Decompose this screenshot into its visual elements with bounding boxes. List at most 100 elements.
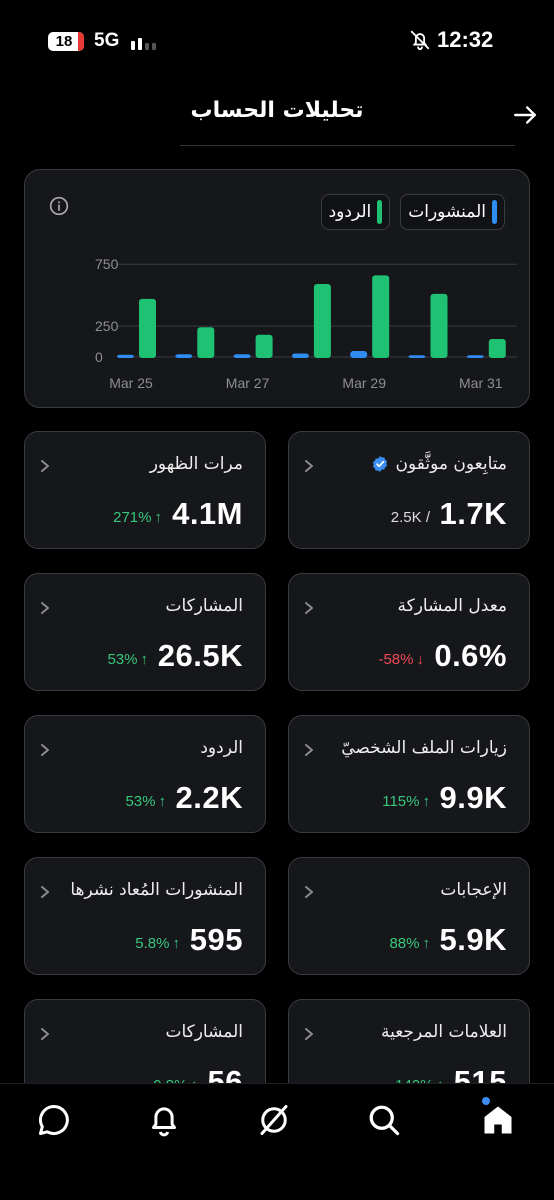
metric-title-text: زيارات الملف الشخصيّ bbox=[341, 738, 507, 758]
metric-card[interactable]: الردود 2.2K 53% ↑ bbox=[24, 715, 266, 833]
metric-change-arrow: ↑ bbox=[422, 793, 431, 810]
metric-change: -58% ↓ bbox=[378, 651, 424, 668]
metric-card[interactable]: مرات الظهور 4.1M 271% ↑ bbox=[24, 431, 266, 549]
bottom-nav bbox=[0, 1083, 554, 1200]
metric-change-arrow: ↓ bbox=[416, 651, 425, 668]
legend-posts[interactable]: المنشورات bbox=[400, 194, 505, 230]
metric-title: الردود bbox=[200, 738, 243, 758]
metric-title-text: المشاركات bbox=[165, 1022, 243, 1042]
metric-change: 88% ↑ bbox=[389, 935, 430, 952]
chart-card: المنشورات الردود 0 250 750 Mar 25 Mar 27 Mar … bbox=[24, 169, 530, 408]
metric-card[interactable]: معدل المشاركة 0.6% -58% ↓ bbox=[288, 573, 530, 691]
x-tick-label: Mar 25 bbox=[109, 375, 153, 391]
chevron-left-icon bbox=[41, 886, 49, 898]
bar-replies bbox=[372, 275, 390, 358]
chevron-left-icon bbox=[41, 1028, 49, 1040]
metric-value: 0.6% bbox=[434, 638, 507, 673]
metric-change: 5.8% ↑ bbox=[135, 935, 180, 952]
grok-icon[interactable] bbox=[256, 1102, 292, 1138]
metric-title-text: المشاركات bbox=[165, 596, 243, 616]
metric-change-text: 271% bbox=[113, 509, 152, 526]
x-tick-label: Mar 31 bbox=[459, 375, 503, 391]
bar-posts bbox=[350, 351, 368, 358]
chevron-left-icon bbox=[305, 602, 313, 614]
metric-title: الإعجابات bbox=[440, 880, 507, 900]
battery-icon: 18 bbox=[48, 32, 84, 51]
metric-change-arrow: ↑ bbox=[154, 509, 163, 526]
metric-card[interactable]: المنشورات المُعاد نشرها 595 5.8% ↑ bbox=[24, 857, 266, 975]
bar-replies bbox=[488, 339, 506, 358]
legend-label-posts: المنشورات bbox=[408, 202, 486, 222]
chevron-left-icon bbox=[305, 460, 313, 472]
metric-title-text: المنشورات المُعاد نشرها bbox=[70, 880, 243, 900]
home-icon[interactable] bbox=[480, 1102, 516, 1138]
bar-posts bbox=[291, 353, 309, 358]
metric-change-text: 2.5K / bbox=[390, 509, 430, 526]
metric-change: 271% ↑ bbox=[113, 509, 162, 526]
bar-replies bbox=[430, 293, 448, 358]
bell-icon[interactable] bbox=[146, 1102, 182, 1138]
metric-change-arrow: ↑ bbox=[158, 793, 167, 810]
bar-posts bbox=[408, 355, 426, 358]
bar-replies bbox=[255, 334, 273, 358]
search-icon[interactable] bbox=[366, 1102, 402, 1138]
metric-change-arrow: ↑ bbox=[172, 935, 181, 952]
bar-replies bbox=[313, 283, 331, 358]
metric-title-text: الإعجابات bbox=[440, 880, 507, 900]
metric-title: المنشورات المُعاد نشرها bbox=[70, 880, 243, 900]
metric-change-text: -58% bbox=[378, 651, 414, 668]
bar-chart: 0 250 750 Mar 25 Mar 27 Mar 29 Mar 31 bbox=[95, 256, 517, 391]
metric-value: 4.1M bbox=[172, 496, 243, 531]
metric-change: 53% ↑ bbox=[107, 651, 148, 668]
bar-posts bbox=[233, 354, 251, 358]
chevron-left-icon bbox=[41, 460, 49, 472]
network-label: 5G bbox=[94, 30, 120, 51]
metric-title: زيارات الملف الشخصيّ bbox=[341, 738, 507, 758]
chart-legend: المنشورات الردود bbox=[320, 194, 505, 230]
bar-replies bbox=[139, 298, 156, 358]
back-arrow-icon[interactable] bbox=[512, 102, 538, 128]
x-tick-label: Mar 29 bbox=[342, 375, 386, 391]
metric-change-arrow: ↑ bbox=[422, 935, 431, 952]
legend-label-replies: الردود bbox=[328, 202, 372, 222]
metric-title-text: مرات الظهور bbox=[149, 454, 243, 474]
metric-title: معدل المشاركة bbox=[398, 596, 507, 616]
metric-card[interactable]: متابِعون موثَّقون 1.7K 2.5K / bbox=[288, 431, 530, 549]
metric-value: 26.5K bbox=[157, 638, 243, 673]
info-icon[interactable] bbox=[49, 196, 69, 216]
metric-change-text: 115% bbox=[382, 793, 420, 810]
metric-title: مرات الظهور bbox=[150, 454, 243, 474]
metric-title-text: معدل المشاركة bbox=[397, 596, 507, 616]
metric-change: 2.5K / bbox=[391, 509, 430, 526]
clock: 12:32 bbox=[437, 27, 494, 52]
metric-title-text: العلامات المرجعية bbox=[380, 1022, 507, 1042]
chevron-left-icon bbox=[41, 602, 49, 614]
status-bar: 18 5G 12:32 bbox=[0, 0, 554, 82]
metric-change-text: 53% bbox=[125, 793, 156, 810]
metric-card[interactable]: زيارات الملف الشخصيّ 9.9K 115% ↑ bbox=[288, 715, 530, 833]
legend-replies[interactable]: الردود bbox=[320, 194, 391, 230]
x-tick-label: Mar 27 bbox=[226, 375, 270, 391]
metric-card[interactable]: الإعجابات 5.9K 88% ↑ bbox=[288, 857, 530, 975]
signal-icon bbox=[131, 36, 159, 50]
metric-value: 1.7K bbox=[439, 496, 507, 531]
chevron-left-icon bbox=[305, 1028, 313, 1040]
metric-card[interactable]: المشاركات 26.5K 53% ↑ bbox=[24, 573, 266, 691]
metric-title: المشاركات bbox=[165, 596, 243, 616]
metric-change-text: 88% bbox=[389, 935, 420, 952]
chevron-left-icon bbox=[305, 744, 313, 756]
y-tick-label: 750 bbox=[95, 256, 119, 272]
home-notification-dot bbox=[482, 1097, 490, 1105]
legend-swatch-replies bbox=[377, 200, 383, 224]
y-tick-label: 250 bbox=[95, 318, 119, 334]
chevron-left-icon bbox=[41, 744, 49, 756]
chat-icon[interactable] bbox=[36, 1102, 72, 1138]
battery-level: 18 bbox=[55, 33, 73, 50]
bar-replies bbox=[197, 327, 215, 358]
metric-change: 53% ↑ bbox=[125, 793, 166, 810]
metric-title: العلامات المرجعية bbox=[381, 1022, 507, 1042]
bar-posts bbox=[466, 355, 484, 358]
metric-title-text: الردود bbox=[200, 738, 243, 758]
bar-posts bbox=[175, 354, 193, 358]
chevron-left-icon bbox=[305, 886, 313, 898]
